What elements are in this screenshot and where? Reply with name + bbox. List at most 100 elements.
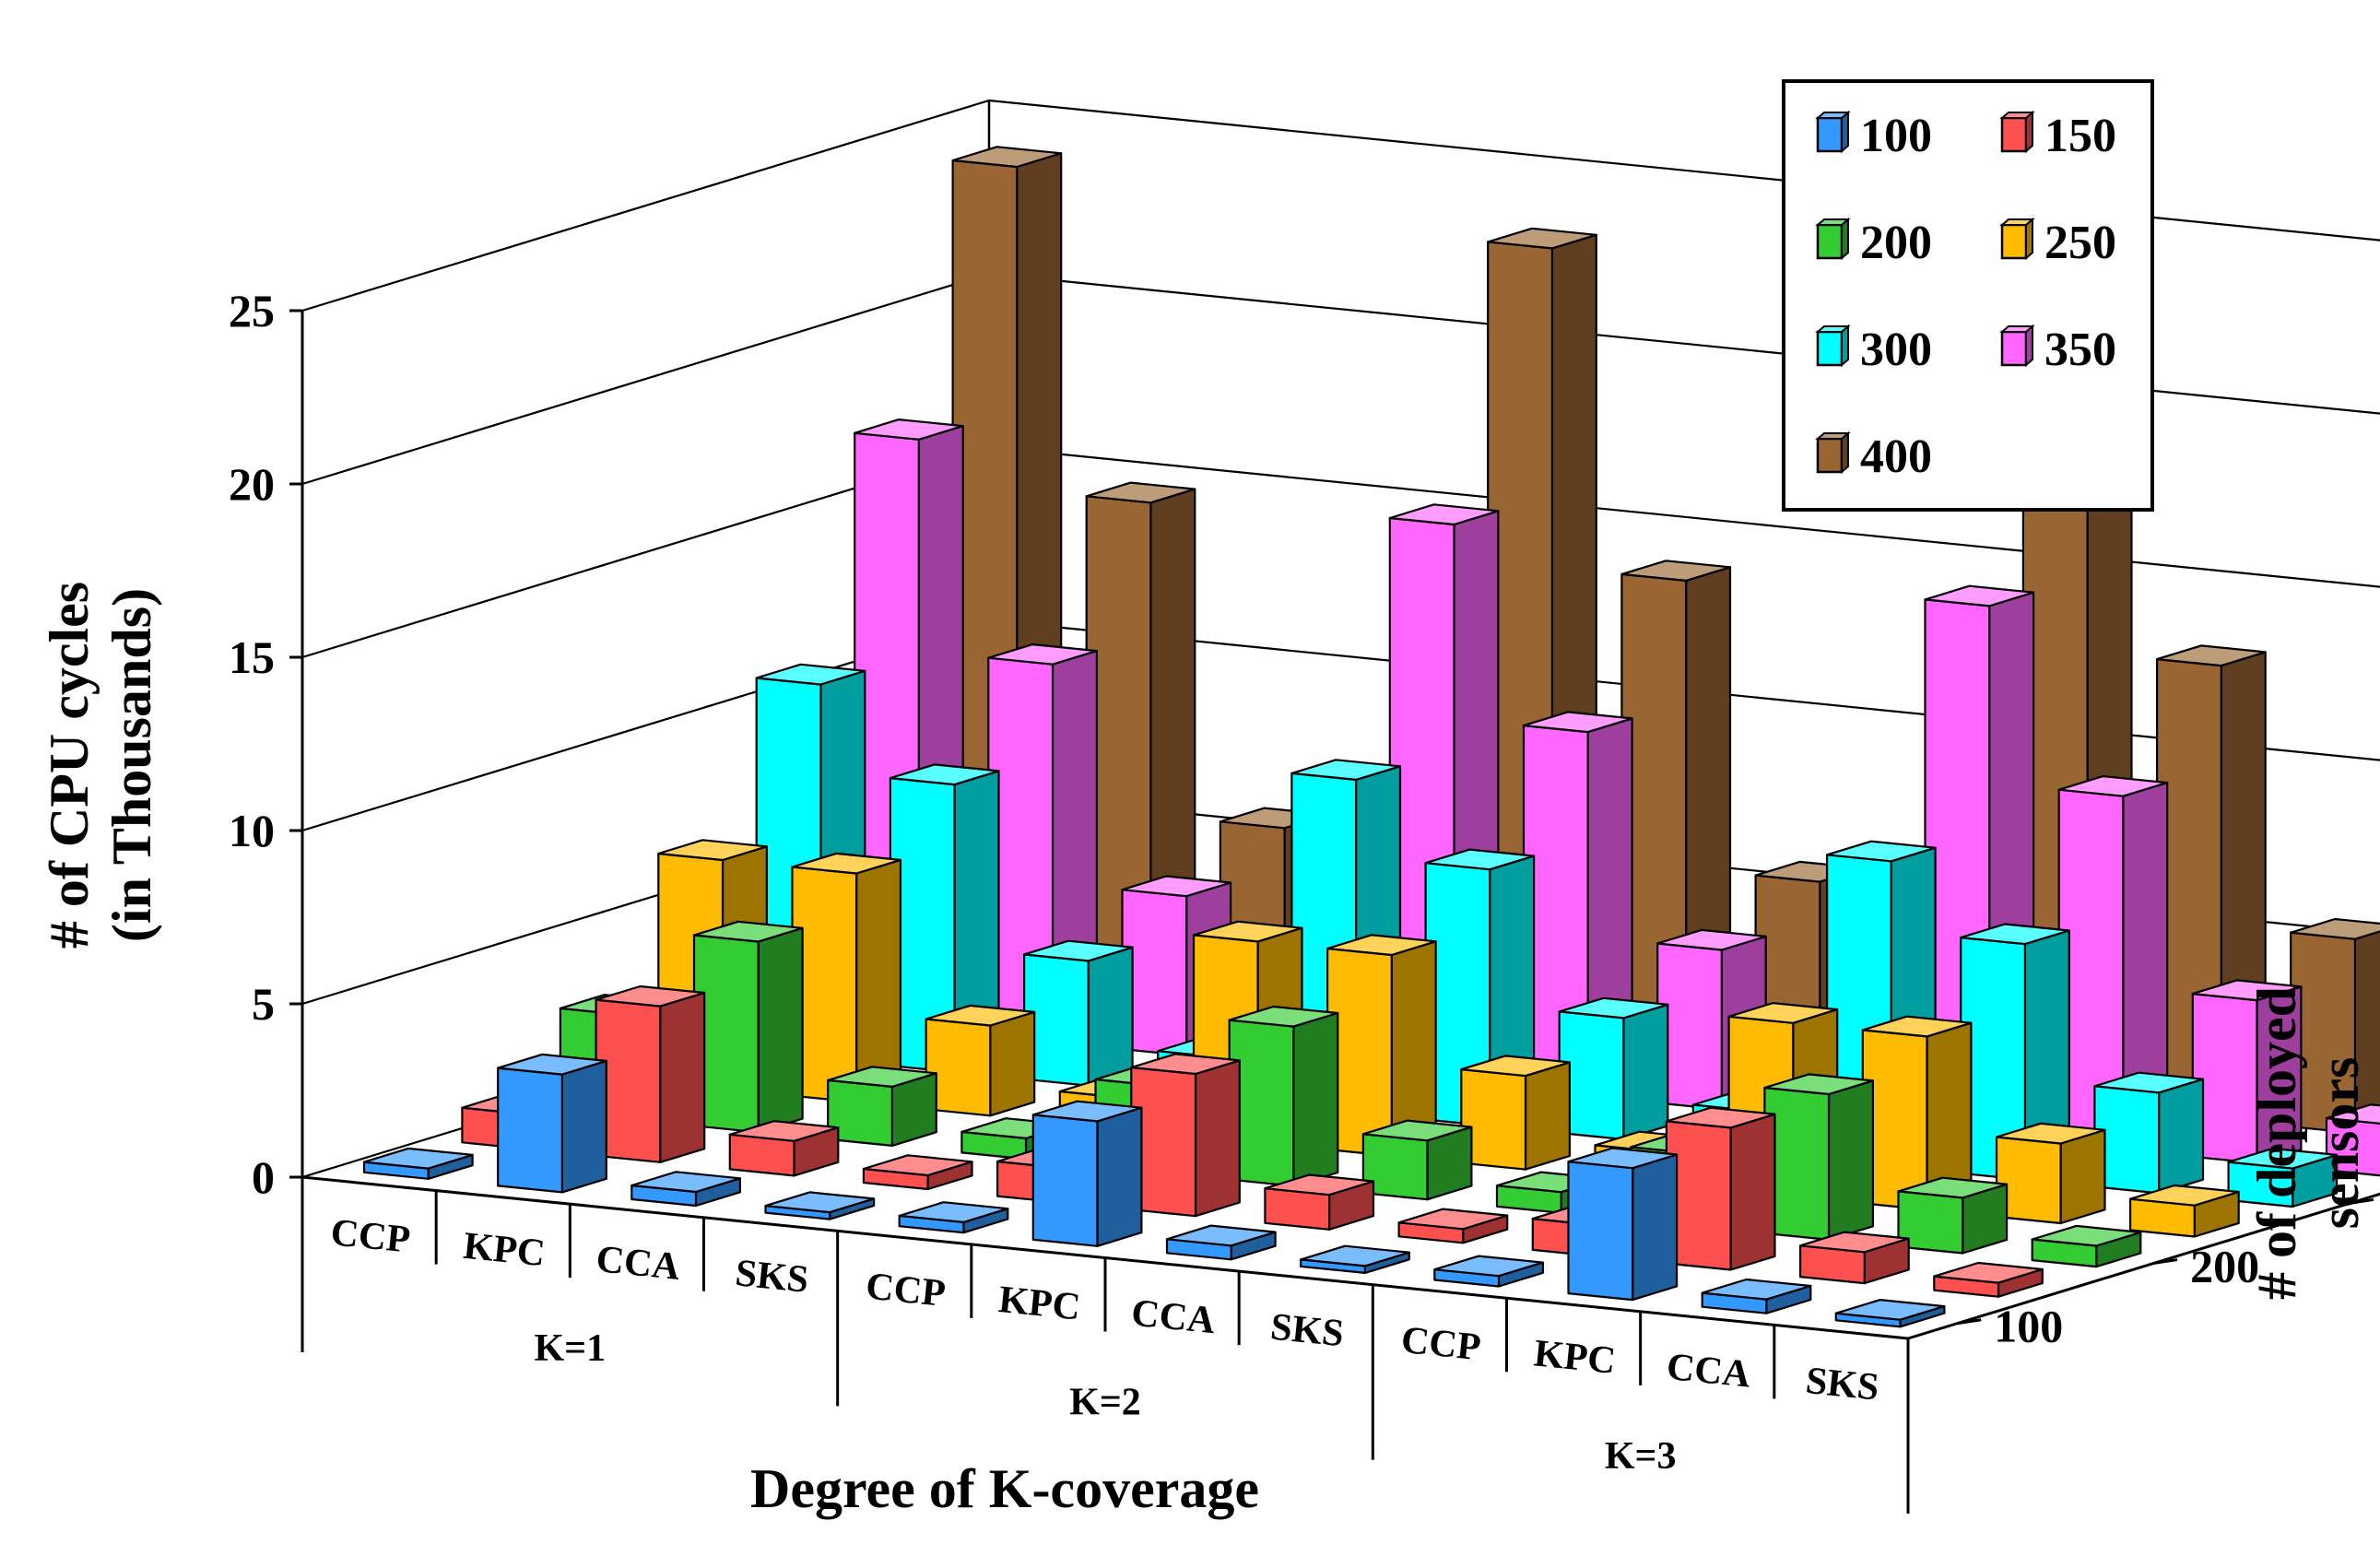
bar-150-KPC [1130, 1053, 1241, 1218]
axes [289, 309, 2380, 1514]
bar-250-SKS [2129, 1184, 2240, 1238]
bar-200-CCA [827, 1066, 937, 1148]
legend-label: 100 [1860, 110, 1932, 162]
x-tick-label: KPC [462, 1225, 548, 1276]
z-tick-label: 200 [2190, 1241, 2259, 1292]
bar-250-KPC [1325, 934, 1437, 1158]
x-tick-label: SKS [734, 1252, 811, 1302]
bar-100-CCA [1701, 1278, 1812, 1314]
bar-250-CCA [925, 1004, 1036, 1117]
x-tick-label: SKS [1268, 1306, 1346, 1356]
bar-350-CCA [1656, 928, 1767, 1111]
y-tick-label: 20 [229, 458, 275, 510]
bar-200-CCA [1897, 1176, 2009, 1255]
bar-150-KPC [595, 984, 706, 1163]
x-tick-label: CCA [1129, 1291, 1218, 1342]
x-tick-label: SKS [1804, 1360, 1881, 1409]
legend-swatch [2000, 223, 2028, 260]
legend-swatch [1816, 437, 1844, 474]
bar-100-SKS [1300, 1244, 1410, 1275]
legend-item-200: 200 [1815, 217, 1932, 269]
bar-100-CCA [630, 1171, 742, 1208]
y-tick-label: 0 [252, 1151, 275, 1203]
z-axis-title: # of deployedsensors [2246, 986, 2370, 1300]
bar-100-CCP [898, 1201, 1009, 1234]
bar-300-SKS [2227, 1147, 2339, 1208]
group-label: K=3 [1605, 1435, 1677, 1478]
legend-label: 300 [1860, 324, 1932, 376]
legend-swatch [1816, 116, 1844, 153]
z-axis-title-line: sensors [2309, 1057, 2370, 1230]
legend-swatch [1816, 330, 1844, 367]
bar-200-CCA [1361, 1119, 1473, 1201]
group-label: K=1 [535, 1327, 607, 1370]
x-tick-label: CCP [864, 1265, 947, 1314]
legend-label: 200 [1860, 217, 1932, 269]
bar-300-CCA [1558, 996, 1669, 1141]
bar-200-KPC [1228, 1005, 1339, 1187]
bar-150-CCA [728, 1120, 840, 1177]
z-axis-title-line: # of deployed [2246, 986, 2307, 1300]
bar-100-CCA [1165, 1224, 1277, 1261]
legend-item-150: 150 [1999, 110, 2116, 162]
y-tick-label: 10 [229, 805, 275, 856]
y-axis-title-line: # of CPU cycles [39, 582, 100, 949]
z-tick-label: 100 [1994, 1301, 2063, 1352]
x-tick-label: CCA [1665, 1346, 1753, 1397]
bars [362, 146, 2380, 1328]
bar-150-CCA [1264, 1173, 1375, 1231]
x-axis-title: Degree of K-coverage [750, 1458, 1259, 1519]
legend-item-350: 350 [1999, 324, 2116, 376]
x-tick-label: KPC [1532, 1332, 1618, 1383]
bar-150-CCA [1798, 1231, 1910, 1285]
legend-item-250: 250 [1999, 217, 2116, 269]
axis-labels: 0 5 10 15 20 25 CCP KPC CCA SKS CCP KPC CCA SKS CCP KPC… [39, 285, 2370, 1519]
bar-100-SKS [1834, 1298, 1946, 1328]
x-tick-label: CCA [595, 1238, 683, 1289]
x-tick-label: CCP [329, 1211, 412, 1261]
x-tick-label: KPC [996, 1279, 1082, 1329]
bar-300-CCA [1022, 939, 1134, 1087]
legend-item-300: 300 [1815, 324, 1932, 376]
legend-item-100: 100 [1815, 110, 1932, 162]
bar-300-KPC [1960, 923, 2070, 1181]
bar-100-SKS [764, 1191, 876, 1220]
legend-swatch [1816, 223, 1844, 260]
bar-200-KPC [1763, 1073, 1875, 1242]
bar-400-CCA [2290, 917, 2380, 1135]
bar-250-KPC [791, 852, 902, 1103]
y-tick-label: 15 [229, 631, 275, 683]
legend-swatch [2000, 116, 2028, 153]
legend-item-400: 400 [1815, 430, 1932, 483]
bar-100-KPC [1031, 1100, 1143, 1247]
bar-250-CCA [1460, 1055, 1572, 1171]
bar-200-SKS [2031, 1224, 2142, 1268]
bar-150-SKS [862, 1154, 973, 1191]
legend-swatch [2000, 330, 2028, 367]
legend-label: 150 [2044, 110, 2116, 162]
bar-150-SKS [1933, 1261, 2044, 1298]
y-tick-label: 25 [229, 285, 275, 336]
legend-label: 400 [1860, 430, 1932, 483]
x-tick-label: CCP [1399, 1319, 1482, 1369]
y-axis-title: # of CPU cycles(in Thousands) [39, 582, 162, 949]
y-tick-label: 5 [252, 978, 275, 1030]
bar-300-CCA [2093, 1071, 2205, 1195]
bar-300-KPC [889, 763, 1000, 1074]
bar-150-SKS [1397, 1208, 1509, 1244]
bar-200-KPC [692, 920, 804, 1134]
bar-250-CCA [1995, 1122, 2106, 1225]
bar-350-SKS [2325, 1103, 2380, 1177]
bar-100-KPC [497, 1053, 607, 1194]
bar-100-KPC [1567, 1147, 1679, 1302]
bar-350-CCA [2191, 979, 2303, 1164]
y-axis-title-line: (in Thousands) [101, 588, 162, 942]
bar-100-CCP [1433, 1255, 1545, 1288]
legend-label: 350 [2044, 324, 2116, 376]
group-label: K=2 [1069, 1382, 1141, 1424]
bar-150-KPC [1665, 1106, 1776, 1271]
legend-label: 250 [2044, 217, 2116, 269]
bar-100-CCP [362, 1147, 474, 1180]
